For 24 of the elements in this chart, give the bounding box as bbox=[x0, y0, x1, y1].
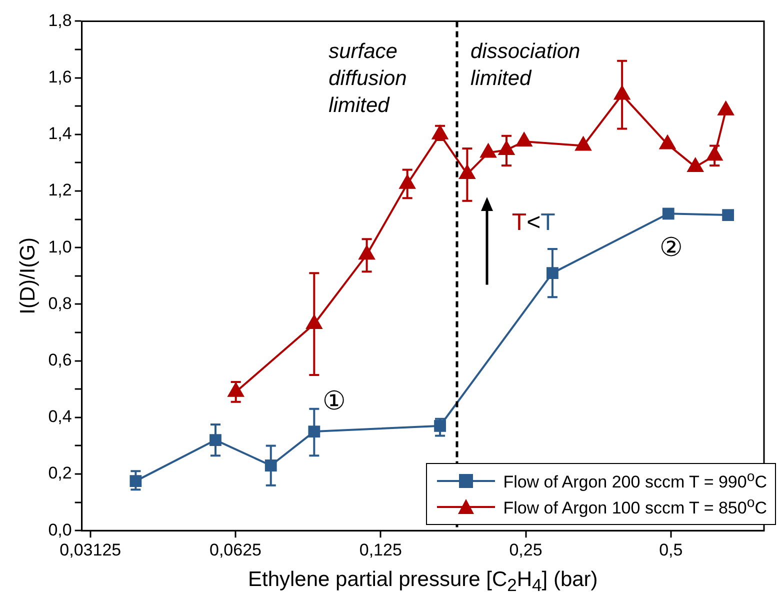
annotation: T<T bbox=[512, 208, 556, 236]
annotation: ② bbox=[659, 232, 682, 262]
x-tick-label: 0,125 bbox=[359, 540, 402, 560]
x-tick-label: 0,0625 bbox=[210, 540, 262, 560]
y-tick-label: 1,8 bbox=[48, 10, 72, 30]
y-tick-label: 0,0 bbox=[48, 520, 72, 540]
annotation: surface diffusion limited bbox=[328, 40, 407, 118]
y-tick-label: 0,4 bbox=[48, 407, 72, 426]
x-tick-label: 0,5 bbox=[659, 540, 683, 560]
y-tick-label: 1,0 bbox=[48, 237, 72, 256]
y-tick-label: 1,4 bbox=[48, 124, 72, 144]
x-tick-label: 0,25 bbox=[509, 540, 542, 560]
y-tick-label: 1,2 bbox=[48, 180, 72, 200]
y-axis-title: I(D)/I(G) bbox=[16, 237, 40, 314]
y-tick-label: 0,8 bbox=[48, 294, 72, 313]
x-tick-label: 0,03125 bbox=[60, 540, 122, 560]
legend-label: Flow of Argon 200 sccm T = 990$^{o}$C bbox=[503, 468, 767, 492]
y-tick-label: 0,6 bbox=[48, 350, 72, 370]
annotation: ① bbox=[322, 385, 346, 416]
legend-label: Flow of Argon 100 sccm T = 850$^{o}$C bbox=[503, 494, 767, 518]
y-tick-label: 0,2 bbox=[48, 464, 72, 483]
y-tick-label: 1,6 bbox=[48, 67, 72, 86]
annotation: dissociation limited bbox=[470, 40, 580, 90]
x-axis-title: Ethylene partial pressure [C$_{2}$H$_{4}$] (bar) bbox=[247, 568, 599, 596]
